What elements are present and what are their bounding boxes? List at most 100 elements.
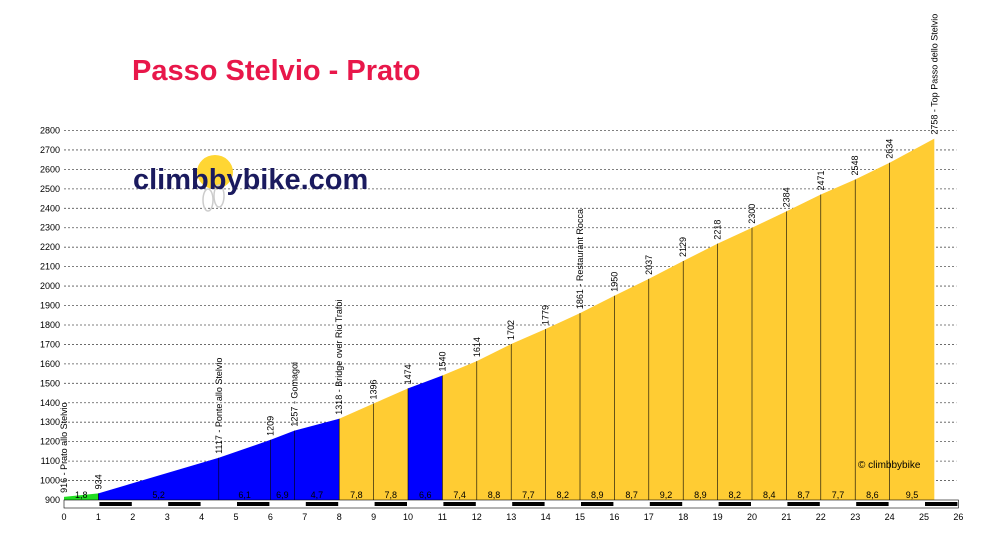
x-tick-label: 21 xyxy=(781,512,791,522)
y-tick-label: 1900 xyxy=(40,301,60,311)
y-tick-label: 1700 xyxy=(40,339,60,349)
segment-area xyxy=(717,227,752,500)
segment-area xyxy=(408,375,443,500)
cyclist-icon xyxy=(197,155,233,212)
x-axis-strip xyxy=(63,499,959,509)
segment-area xyxy=(545,313,580,500)
x-tick-label: 18 xyxy=(678,512,688,522)
elevation-label: 2758 - Top Passo dello Stelvio xyxy=(929,14,939,135)
x-tick-label: 16 xyxy=(609,512,619,522)
segment-area xyxy=(511,329,546,500)
y-tick-label: 2100 xyxy=(40,262,60,272)
logo-text: climbbybike.com xyxy=(133,164,368,196)
grade-label: 8,7 xyxy=(797,490,810,500)
y-tick-label: 1300 xyxy=(40,417,60,427)
grade-label: 4,7 xyxy=(311,490,324,500)
grade-label: 8,9 xyxy=(694,490,707,500)
x-axis-strip-block xyxy=(581,502,614,506)
y-tick-label: 1600 xyxy=(40,359,60,369)
segment-area xyxy=(270,430,295,500)
x-tick-label: 12 xyxy=(472,512,482,522)
grade-label: 7,8 xyxy=(350,490,363,500)
elevation-label: 2384 xyxy=(781,187,791,207)
elevation-label: 2300 xyxy=(747,204,757,224)
grade-label: 7,8 xyxy=(385,490,398,500)
segment-area xyxy=(294,418,340,500)
x-axis-strip-block xyxy=(925,502,958,506)
elevation-label: 2037 xyxy=(644,255,654,275)
x-tick-label: 9 xyxy=(371,512,376,522)
grade-label: 7,7 xyxy=(522,490,535,500)
x-tick-label: 14 xyxy=(541,512,551,522)
grade-label: 8,9 xyxy=(591,490,604,500)
grade-label: 8,2 xyxy=(729,490,742,500)
grade-label: 8,4 xyxy=(763,490,776,500)
x-tick-label: 2 xyxy=(130,512,135,522)
segment-area xyxy=(786,194,821,500)
y-tick-label: 1500 xyxy=(40,378,60,388)
segment-area xyxy=(98,457,219,500)
x-tick-label: 23 xyxy=(850,512,860,522)
y-tick-label: 2300 xyxy=(40,223,60,233)
y-tick-label: 2700 xyxy=(40,145,60,155)
grade-label: 8,7 xyxy=(625,490,638,500)
elevation-label: 1117 - Ponte allo Stelvio xyxy=(214,358,224,454)
segment-area xyxy=(855,162,890,500)
segment-area xyxy=(820,179,856,500)
x-axis-strip-block xyxy=(443,502,476,506)
grade-label: 6,6 xyxy=(419,490,432,500)
elevation-label: 1474 xyxy=(403,364,413,384)
segment-area xyxy=(614,278,649,500)
segment-area xyxy=(752,211,787,500)
x-axis-strip-block xyxy=(718,502,751,506)
x-tick-label: 17 xyxy=(644,512,654,522)
segment-area xyxy=(683,243,718,500)
x-axis-strip-block xyxy=(374,502,407,506)
y-tick-label: 900 xyxy=(45,495,60,505)
segment-area xyxy=(339,403,374,500)
chart-title: Passo Stelvio - Prato xyxy=(132,55,421,87)
x-tick-label: 10 xyxy=(403,512,413,522)
elevation-label: 1779 xyxy=(541,305,551,325)
y-tick-label: 2200 xyxy=(40,242,60,252)
grade-label: 6,1 xyxy=(238,490,251,500)
elevation-label: 1540 xyxy=(437,352,447,372)
elevation-label: 2129 xyxy=(678,237,688,257)
elevation-label: 1950 xyxy=(609,272,619,292)
x-axis-strip-block xyxy=(237,502,270,506)
y-tick-label: 1800 xyxy=(40,320,60,330)
x-tick-label: 19 xyxy=(713,512,723,522)
x-tick-label: 26 xyxy=(953,512,963,522)
grade-label: 9,2 xyxy=(660,490,673,500)
segment-area xyxy=(648,260,684,500)
elevation-label: 916 - Prato allo Stelvio xyxy=(59,402,69,493)
segment-area xyxy=(373,388,408,500)
elevation-label: 1396 xyxy=(369,380,379,400)
grade-label: 9,5 xyxy=(906,490,919,500)
elevation-label: 2548 xyxy=(850,155,860,175)
x-tick-label: 1 xyxy=(96,512,101,522)
x-axis-strip-block xyxy=(99,502,132,506)
x-tick-label: 22 xyxy=(816,512,826,522)
y-tick-label: 2000 xyxy=(40,281,60,291)
grade-label: 5,2 xyxy=(152,490,165,500)
x-tick-label: 4 xyxy=(199,512,204,522)
grade-label: 6,9 xyxy=(276,490,289,500)
x-tick-label: 0 xyxy=(61,512,66,522)
elevation-label: 934 xyxy=(93,474,103,489)
elevation-label: 1257 - Gomagoi xyxy=(289,362,299,427)
grade-label: 1,8 xyxy=(75,490,88,500)
x-tick-label: 11 xyxy=(438,512,447,522)
segment-area xyxy=(442,361,477,500)
x-tick-label: 6 xyxy=(268,512,273,522)
logo: climbbybike.com xyxy=(133,155,368,212)
segment-area xyxy=(580,295,615,500)
elevation-label: 1614 xyxy=(472,337,482,357)
y-tick-label: 2400 xyxy=(40,203,60,213)
y-tick-label: 2600 xyxy=(40,164,60,174)
axes: 9001000110012001300140015001600170018001… xyxy=(40,126,963,523)
point-labels: 916 - Prato allo Stelvio 934 1117 - Ponte … xyxy=(59,14,939,493)
grade-label: 8,6 xyxy=(866,490,879,500)
segment-area xyxy=(64,493,99,500)
